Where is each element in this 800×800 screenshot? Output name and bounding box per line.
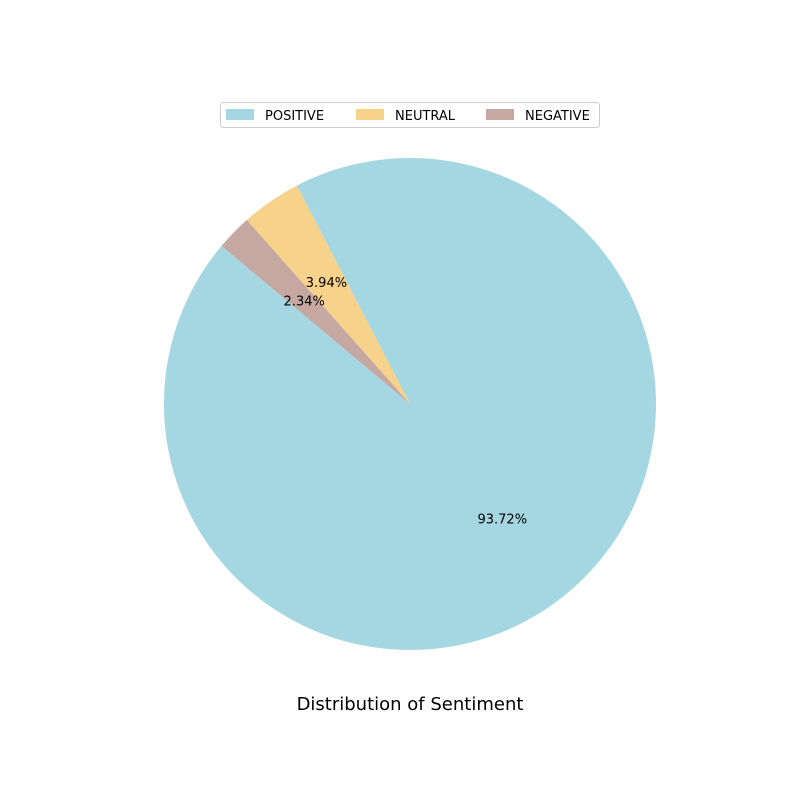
pie-slices [163,158,656,651]
pie-slice-negative [221,219,410,404]
legend-swatch-neutral [356,109,384,120]
legend: POSITIVE NEUTRAL NEGATIVE [220,102,600,128]
legend-label-negative: NEGATIVE [525,109,590,124]
legend-item-negative: NEGATIVE [486,109,590,124]
legend-swatch-negative [486,109,514,120]
pie-slice-neutral [246,185,410,404]
legend-label-positive: POSITIVE [265,109,324,124]
pie-percent-label-positive: 93.72% [477,513,527,528]
legend-label-neutral: NEUTRAL [395,109,456,124]
pie-percent-label-negative: 2.34% [284,295,325,310]
legend-swatch-positive [226,109,254,120]
chart-title: Distribution of Sentiment [297,694,524,715]
legend-frame [220,102,600,128]
legend-item-positive: POSITIVE [226,109,324,124]
pie-percent-label-neutral: 3.94% [306,276,347,291]
pie-slice-positive [163,158,656,651]
legend-item-neutral: NEUTRAL [356,109,456,124]
pie-percent-labels: 93.72% 3.94% 2.34% [284,276,528,528]
